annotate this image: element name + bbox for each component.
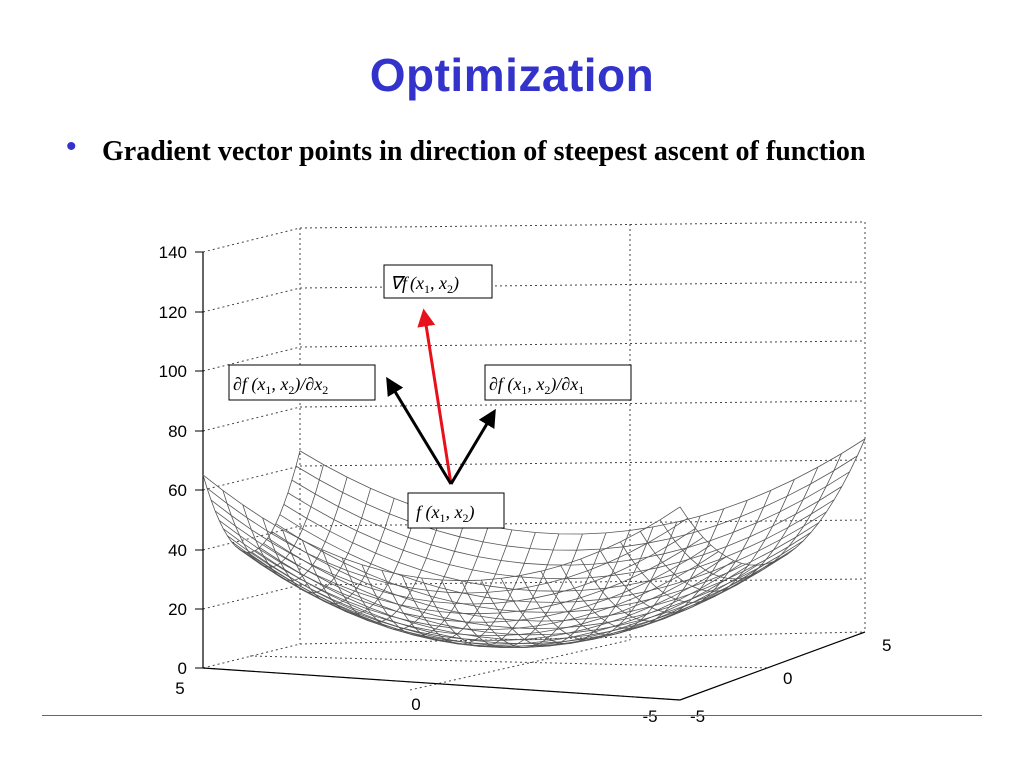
mesh-line — [283, 499, 835, 592]
svg-text:∇f(x1, x2): ∇f (x1, x2) — [390, 273, 459, 296]
slide-title: Optimization — [369, 49, 655, 101]
mesh-line — [291, 471, 850, 566]
partial-x2-label: ∂f (x1, x2)/∂x2 — [228, 364, 376, 401]
svg-text:∂f (x1, x2)/∂x1: ∂f (x1, x2)/∂x1 — [489, 374, 584, 397]
mesh-line — [267, 537, 804, 630]
x-tick-5: 5 — [175, 679, 184, 698]
x-axis-ticks: 5 0 -5 — [175, 679, 657, 726]
z-tick-100: 100 — [159, 362, 187, 381]
x-tick-neg5: -5 — [642, 707, 657, 726]
surface-mesh — [202, 438, 866, 648]
footer-divider — [42, 715, 982, 716]
z-tick-0: 0 — [178, 659, 187, 678]
z-tick-60: 60 — [168, 481, 187, 500]
z-axis-ticks: 140 120 100 80 60 40 20 0 — [159, 243, 203, 678]
mesh-line — [202, 450, 301, 553]
svg-text:∂f (x1, x2)/∂x2: ∂f (x1, x2)/∂x2 — [233, 374, 328, 397]
mesh-line — [295, 455, 858, 551]
x-tick-0: 0 — [411, 695, 420, 714]
z-tick-20: 20 — [168, 600, 187, 619]
partial-x1-arrow — [449, 408, 496, 485]
mesh-line — [262, 488, 371, 594]
z-tick-80: 80 — [168, 422, 187, 441]
z-tick-120: 120 — [159, 303, 187, 322]
mesh-line — [299, 438, 866, 535]
mesh-line — [287, 486, 843, 580]
y-axis-ticks: 5 0 -5 — [690, 636, 891, 726]
mesh-line — [401, 532, 536, 645]
mesh-line — [242, 476, 348, 582]
mesh-line — [259, 547, 789, 641]
bullet-text: Gradient vector points in direction of s… — [102, 136, 866, 167]
mesh-line — [222, 464, 324, 568]
gradient-label: ∇f (x1, x2) — [383, 264, 493, 299]
bullet-icon: • — [66, 130, 77, 163]
axis-box — [202, 221, 866, 701]
function-label: f (x1, x2) — [407, 492, 505, 529]
z-tick-40: 40 — [168, 541, 187, 560]
mesh-line — [255, 550, 781, 645]
y-tick-0: 0 — [783, 669, 792, 688]
mesh-line — [231, 541, 735, 641]
z-tick-140: 140 — [159, 243, 187, 262]
partial-x1-label: ∂f (x1, x2)/∂x1 — [484, 364, 632, 401]
partial-x2-arrow — [386, 376, 453, 485]
svg-text:f (x1, x2): f (x1, x2) — [416, 502, 474, 525]
y-tick-5: 5 — [882, 636, 891, 655]
axes — [202, 252, 866, 701]
gradient-arrow — [417, 308, 453, 485]
y-tick-neg5: -5 — [690, 707, 705, 726]
